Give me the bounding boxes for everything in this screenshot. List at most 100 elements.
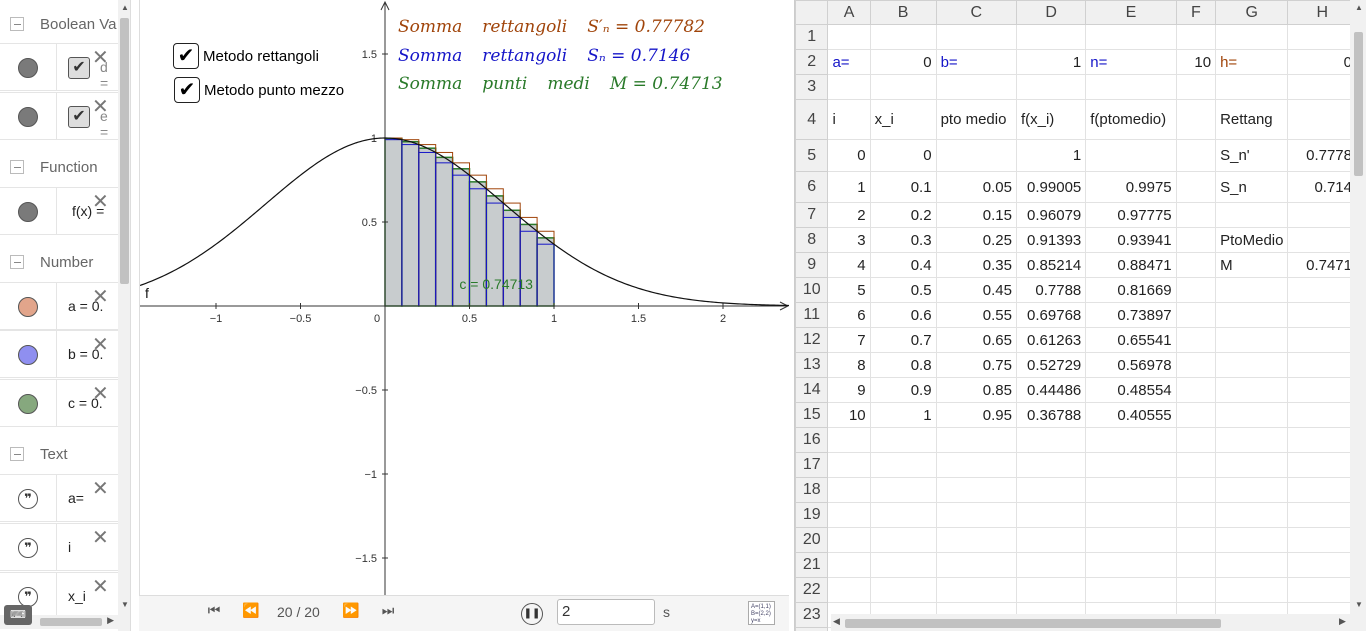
cell[interactable]: 0.8 xyxy=(869,352,937,378)
row-header[interactable]: 8 xyxy=(795,227,829,253)
row-header[interactable]: 3 xyxy=(795,74,829,100)
cell[interactable]: 0.36788 xyxy=(1015,402,1087,428)
cell[interactable]: 8 xyxy=(827,352,871,378)
scroll-right-icon[interactable]: ▶ xyxy=(107,615,114,625)
cell[interactable]: 5 xyxy=(827,277,871,303)
cell[interactable] xyxy=(1215,452,1289,478)
quote-icon[interactable]: ❞ xyxy=(18,538,38,558)
graphics-view[interactable]: −1 −0.5 0 0.5 1 1.5 2 1.5 1 0.5 −0.5 −1 −1.5 f c = 0.7… xyxy=(139,0,789,595)
cell[interactable] xyxy=(1215,427,1289,453)
cell[interactable]: 0 xyxy=(869,49,937,75)
scrollbar-thumb[interactable] xyxy=(120,18,129,284)
algebra-vertical-scrollbar[interactable]: ▲ ▼ xyxy=(118,0,130,631)
skip-start-icon[interactable]: ⏮ xyxy=(207,602,221,618)
cell[interactable] xyxy=(1015,452,1087,478)
visibility-toggle-icon[interactable] xyxy=(18,345,38,365)
cell[interactable] xyxy=(827,477,871,503)
cell[interactable]: a= xyxy=(827,49,871,75)
algebra-item-c[interactable]: c = 0. ✕ xyxy=(0,379,118,427)
algebra-item-a[interactable]: a = 0. ✕ xyxy=(0,282,118,330)
cell[interactable]: 0.75 xyxy=(935,352,1017,378)
cell[interactable]: 0.714 xyxy=(1287,171,1357,203)
checkbox-icon[interactable]: ✔ xyxy=(68,57,90,79)
pause-button[interactable]: ❚❚ xyxy=(521,603,543,625)
row-header[interactable]: 18 xyxy=(795,477,829,503)
cell[interactable] xyxy=(1287,452,1357,478)
algebra-item-f[interactable]: f(x) = ✕ xyxy=(0,187,118,235)
scrollbar-thumb[interactable] xyxy=(1354,32,1363,176)
cell[interactable]: 0.91393 xyxy=(1015,227,1087,253)
cell[interactable] xyxy=(1175,327,1217,353)
cell[interactable] xyxy=(935,139,1017,172)
algebra-item-text1[interactable]: ❞ a= ✕ xyxy=(0,474,118,522)
row-header[interactable]: 11 xyxy=(795,302,829,328)
cell[interactable] xyxy=(1215,277,1289,303)
skip-end-icon[interactable]: ⏭ xyxy=(381,602,395,618)
cell[interactable]: 1 xyxy=(827,171,871,203)
cell[interactable] xyxy=(827,427,871,453)
cell[interactable] xyxy=(1287,477,1357,503)
cell[interactable] xyxy=(1085,74,1177,100)
cell[interactable] xyxy=(869,74,937,100)
cell[interactable]: Rettang xyxy=(1215,99,1289,140)
cell[interactable] xyxy=(1175,24,1217,50)
cell[interactable] xyxy=(935,502,1017,528)
cell[interactable]: 0.05 xyxy=(935,171,1017,203)
cell[interactable]: 0.73897 xyxy=(1085,302,1177,328)
cell[interactable] xyxy=(1175,227,1217,253)
cell[interactable] xyxy=(1175,377,1217,403)
close-icon[interactable]: ✕ xyxy=(92,191,109,213)
cell[interactable] xyxy=(1015,74,1087,100)
cell[interactable]: 0.48554 xyxy=(1085,377,1177,403)
cell[interactable]: 0.6 xyxy=(869,302,937,328)
cell[interactable] xyxy=(1215,527,1289,553)
cell[interactable] xyxy=(1287,74,1357,100)
scroll-down-icon[interactable]: ▼ xyxy=(121,600,129,609)
close-icon[interactable]: ✕ xyxy=(92,383,109,405)
cell[interactable] xyxy=(1215,402,1289,428)
cell[interactable]: 0.97775 xyxy=(1085,202,1177,228)
cell[interactable] xyxy=(1015,577,1087,603)
cell[interactable] xyxy=(1015,552,1087,578)
checkbox-icon[interactable]: ✔ xyxy=(68,106,90,128)
collapse-icon[interactable] xyxy=(10,255,24,269)
scroll-right-icon[interactable]: ▶ xyxy=(1339,616,1346,626)
cell[interactable] xyxy=(1287,577,1357,603)
cell[interactable]: 7 xyxy=(827,327,871,353)
cell[interactable] xyxy=(1215,202,1289,228)
cell[interactable] xyxy=(1175,171,1217,203)
visibility-toggle-icon[interactable] xyxy=(18,107,38,127)
cell[interactable] xyxy=(1215,24,1289,50)
cell[interactable]: 0.25 xyxy=(935,227,1017,253)
cell[interactable]: 0.2 xyxy=(869,202,937,228)
cell[interactable]: n= xyxy=(1085,49,1177,75)
row-header[interactable]: 16 xyxy=(795,427,829,453)
scroll-left-icon[interactable]: ◀ xyxy=(833,616,840,626)
cell[interactable] xyxy=(827,577,871,603)
collapse-icon[interactable] xyxy=(10,160,24,174)
cell[interactable]: 0.1 xyxy=(869,171,937,203)
cell[interactable] xyxy=(935,74,1017,100)
cell[interactable]: 6 xyxy=(827,302,871,328)
cell[interactable] xyxy=(1175,99,1217,140)
close-icon[interactable]: ✕ xyxy=(92,286,109,308)
cell[interactable]: x_i xyxy=(869,99,937,140)
row-header[interactable]: 14 xyxy=(795,377,829,403)
cell[interactable]: 0.7788 xyxy=(1015,277,1087,303)
close-icon[interactable]: ✕ xyxy=(92,47,109,69)
cell[interactable] xyxy=(1215,477,1289,503)
cell[interactable] xyxy=(1015,24,1087,50)
cell[interactable]: 0.85 xyxy=(935,377,1017,403)
cell[interactable]: 0.61263 xyxy=(1015,327,1087,353)
column-header[interactable]: E xyxy=(1085,0,1177,25)
cell[interactable] xyxy=(827,24,871,50)
cell[interactable]: i xyxy=(827,99,871,140)
cell[interactable] xyxy=(1015,427,1087,453)
cell[interactable] xyxy=(1215,552,1289,578)
cell[interactable] xyxy=(1215,377,1289,403)
cell[interactable] xyxy=(1085,502,1177,528)
cell[interactable]: 0.56978 xyxy=(1085,352,1177,378)
checkbox-icon[interactable]: ✔ xyxy=(173,43,199,69)
cell[interactable]: 0 xyxy=(869,139,937,172)
